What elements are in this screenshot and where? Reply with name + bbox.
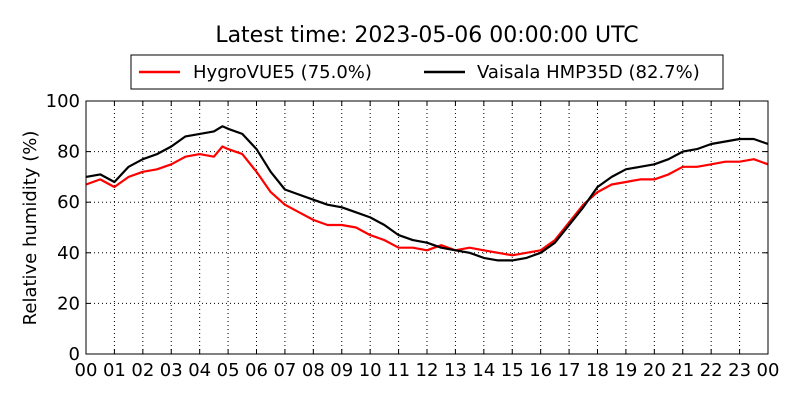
y-tick-label: 0	[69, 344, 80, 365]
x-tick-label: 15	[501, 360, 524, 381]
grid	[86, 101, 768, 354]
series-line-1	[85, 125, 769, 262]
y-tick-label: 80	[57, 142, 80, 163]
chart-title: Latest time: 2023-05-06 00:00:00 UTC	[215, 23, 638, 48]
y-tick-label: 60	[57, 192, 80, 213]
legend: HygroVUE5 (75.0%) Vaisala HMP35D (82.7%)	[130, 54, 724, 90]
x-axis: 00 01 02 03 04 05 06 07 08 09 10 11 12 13 14 15 16 17 18 19…	[75, 101, 780, 381]
series-layer	[85, 125, 769, 262]
x-tick-label: 07	[273, 360, 296, 381]
x-tick-label: 21	[671, 360, 694, 381]
x-tick-label: 01	[103, 360, 126, 381]
x-tick-label: 16	[529, 360, 552, 381]
plot-frame	[85, 100, 769, 355]
x-tick-label: 09	[330, 360, 353, 381]
legend-label-series-0: HygroVUE5 (75.0%)	[193, 62, 372, 83]
x-tick-label: 13	[444, 360, 467, 381]
x-tick-label: 12	[416, 360, 439, 381]
x-tick-label: 04	[188, 360, 211, 381]
y-tick-label: 20	[57, 293, 80, 314]
x-tick-label: 00	[757, 360, 780, 381]
x-tick-label: 02	[131, 360, 154, 381]
x-tick-label: 20	[643, 360, 666, 381]
legend-label-series-1: Vaisala HMP35D (82.7%)	[477, 62, 700, 83]
x-tick-label: 03	[160, 360, 183, 381]
y-axis: 0 20 40 60 80 100	[46, 91, 768, 365]
series-line-0	[85, 145, 769, 257]
x-tick-label: 08	[302, 360, 325, 381]
x-tick-label: 19	[614, 360, 637, 381]
x-tick-label: 11	[387, 360, 410, 381]
x-tick-label: 05	[217, 360, 240, 381]
x-tick-label: 22	[700, 360, 723, 381]
y-tick-label: 100	[46, 91, 80, 112]
x-tick-label: 18	[586, 360, 609, 381]
x-tick-label: 00	[75, 360, 98, 381]
x-tick-label: 06	[245, 360, 268, 381]
x-tick-label: 23	[728, 360, 751, 381]
y-axis-label: Relative humidity (%)	[20, 131, 41, 326]
x-tick-label: 14	[472, 360, 495, 381]
y-tick-label: 40	[57, 243, 80, 264]
x-tick-label: 17	[558, 360, 581, 381]
x-tick-label: 10	[359, 360, 382, 381]
